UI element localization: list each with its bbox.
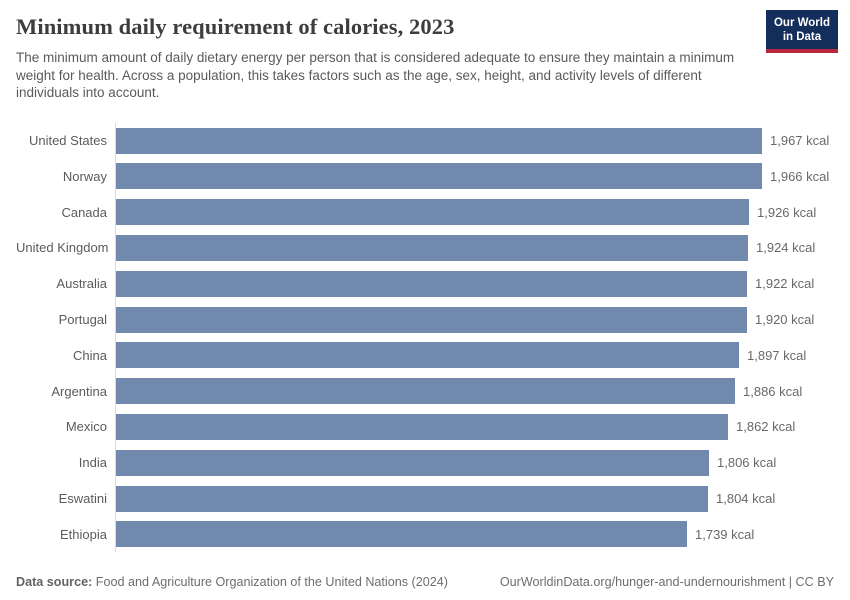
chart-subtitle: The minimum amount of daily dietary ener… — [16, 50, 735, 101]
plot-area: 1,897 kcal — [115, 337, 834, 374]
chart-row: China 1,897 kcal — [16, 337, 834, 374]
category-label: Mexico — [65, 419, 107, 435]
plot-area: 1,926 kcal — [115, 194, 834, 231]
chart-row: Canada 1,926 kcal — [16, 194, 834, 231]
category-label: Canada — [61, 204, 107, 220]
chart-row: Norway 1,966 kcal — [16, 158, 834, 195]
page-title: Minimum daily requirement of calories, 2… — [16, 14, 455, 39]
value-label: 1,806 kcal — [717, 455, 777, 471]
value-label: 1,897 kcal — [747, 347, 807, 363]
chart-footer: Data source: Food and Agriculture Organi… — [16, 575, 834, 589]
bar[interactable] — [116, 342, 739, 369]
plot-area: 1,739 kcal — [115, 516, 834, 553]
owid-logo[interactable]: Our World in Data — [765, 10, 838, 53]
plot-area: 1,966 kcal — [115, 158, 834, 195]
plot-area: 1,886 kcal — [115, 373, 834, 410]
value-label: 1,862 kcal — [736, 419, 796, 435]
chart-row: Argentina 1,886 kcal — [16, 373, 834, 410]
bar[interactable] — [116, 163, 762, 190]
category-label: Eswatini — [58, 491, 107, 506]
plot-area: 1,967 kcal — [115, 122, 834, 159]
data-source-value: Food and Agriculture Organization of the… — [92, 575, 448, 589]
category-label: China — [73, 347, 107, 363]
bar[interactable] — [116, 378, 735, 405]
chart-row: India 1,806 kcal — [16, 444, 834, 481]
data-source-label: Data source: — [16, 575, 93, 589]
category-label: Norway — [62, 168, 107, 184]
bar[interactable] — [116, 521, 687, 548]
bar[interactable] — [116, 234, 748, 261]
value-label: 1,920 kcal — [755, 312, 815, 328]
value-label: 1,926 kcal — [757, 204, 817, 220]
plot-area: 1,922 kcal — [115, 265, 834, 302]
bar[interactable] — [116, 449, 709, 476]
value-label: 1,966 kcal — [770, 168, 830, 184]
data-source: Data source: Food and Agriculture Organi… — [16, 575, 448, 589]
category-label: Australia — [56, 276, 107, 292]
chart-header: Minimum daily requirement of calories, 2… — [0, 0, 850, 102]
value-label: 1,922 kcal — [755, 276, 815, 292]
plot-area: 1,924 kcal — [115, 230, 834, 266]
bar-chart: United States 1,967 kcal Norway 1,966 kcal C… — [16, 122, 834, 553]
plot-area: 1,862 kcal — [115, 409, 834, 445]
chart-row: Eswatini 1,804 kcal — [16, 480, 834, 517]
value-label: 1,967 kcal — [770, 133, 830, 149]
bar[interactable] — [116, 270, 747, 297]
category-label: Argentina — [51, 383, 107, 399]
chart-row: Ethiopia 1,739 kcal — [16, 516, 834, 553]
category-label: Portugal — [58, 312, 107, 328]
owid-credit-link[interactable]: OurWorldinData.org/hunger-and-undernouri… — [499, 575, 834, 589]
owid-logo-line1: Our World — [773, 17, 830, 29]
value-label: 1,739 kcal — [695, 526, 755, 542]
category-label: Ethiopia — [60, 526, 107, 542]
chart-row: Portugal 1,920 kcal — [16, 301, 834, 338]
plot-area: 1,920 kcal — [115, 301, 834, 338]
owid-logo-line2: in Data — [782, 31, 822, 44]
bar[interactable] — [116, 413, 728, 440]
plot-area: 1,806 kcal — [115, 444, 834, 481]
category-label: India — [78, 455, 107, 471]
chart-row: Mexico 1,862 kcal — [16, 409, 834, 445]
category-label: United Kingdom — [16, 240, 109, 256]
value-label: 1,804 kcal — [716, 491, 776, 506]
value-label: 1,886 kcal — [743, 383, 803, 399]
chart-row: Australia 1,922 kcal — [16, 265, 834, 302]
plot-area: 1,804 kcal — [115, 480, 834, 517]
chart-row: United States 1,967 kcal — [16, 122, 834, 159]
value-label: 1,924 kcal — [756, 240, 816, 256]
category-label: United States — [28, 133, 107, 149]
bar[interactable] — [116, 199, 749, 226]
bar[interactable] — [116, 306, 747, 333]
chart-row: United Kingdom 1,924 kcal — [16, 230, 834, 266]
bar[interactable] — [116, 127, 762, 154]
bar[interactable] — [116, 485, 708, 512]
